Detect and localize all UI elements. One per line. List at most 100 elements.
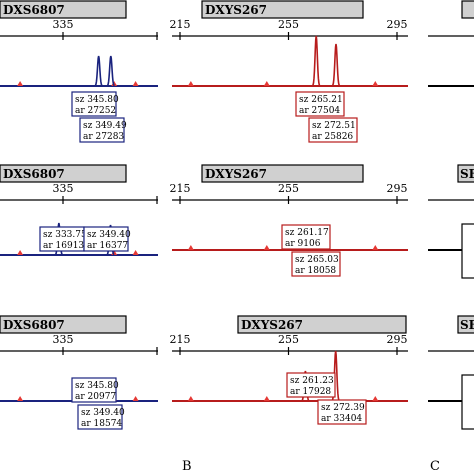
peak-label-box [83, 226, 129, 252]
peak-label-box [308, 117, 358, 143]
peak-label-box [39, 226, 85, 252]
bin-marker [372, 81, 379, 86]
marker-name: DXYS267 [205, 3, 267, 17]
marker-title-box [0, 315, 127, 334]
peak-size-label: sz 345.80 [75, 381, 119, 391]
bin-marker [372, 245, 379, 250]
peak-label-box [79, 117, 125, 143]
peak-area-label: ar 33404 [321, 414, 362, 424]
marker-name: DXYS267 [205, 167, 267, 181]
bin-marker [187, 396, 194, 401]
marker-name: DXYS267 [241, 318, 303, 332]
peak-size-label: sz 261.17 [285, 228, 329, 238]
size-axis-tick-label: 335 [53, 18, 74, 31]
size-axis-tick-label: 215 [170, 18, 191, 31]
peak-label-box [286, 372, 336, 398]
bin-marker [17, 81, 24, 86]
allele-peak [311, 35, 321, 87]
size-axis-tick-label: 255 [278, 182, 299, 195]
marker-name: DXS6807 [3, 318, 65, 332]
peak-size-label: sz 349.40 [81, 408, 125, 418]
peak-size-label: sz 349.49 [83, 121, 127, 131]
peak-area-label: ar 27252 [75, 106, 116, 116]
peak-size-label: sz 272.51 [312, 121, 356, 131]
marker-title-box [201, 0, 364, 19]
marker-title-box [237, 315, 407, 334]
allele-peak [94, 55, 103, 87]
peak-label-box [295, 91, 345, 117]
bin-marker [17, 396, 24, 401]
marker-title-box [461, 0, 474, 19]
peak-area-label: ar 18058 [295, 266, 336, 276]
peak-size-label: sz 272.39 [321, 403, 365, 413]
allele-peak [106, 55, 115, 87]
peak-label-box [317, 399, 367, 425]
peak-area-label: ar 16913 [43, 241, 84, 251]
marker-title-box [457, 315, 474, 334]
size-axis-tick-label: 295 [387, 182, 408, 195]
size-axis-tick-label: 335 [53, 333, 74, 346]
bin-marker [263, 81, 270, 86]
bin-marker [372, 396, 379, 401]
peak-area-label: ar 27283 [83, 132, 124, 142]
peak-label-box-fragment [461, 223, 474, 279]
size-axis-tick-label: 335 [53, 182, 74, 195]
peak-label-box-fragment [461, 374, 474, 430]
peak-size-label: sz 345.80 [75, 95, 119, 105]
marker-name-fragment: SE [460, 167, 474, 181]
marker-title-box [201, 164, 364, 183]
peak-area-label: ar 20977 [75, 392, 116, 402]
column3-row-1 [428, 0, 474, 87]
column3-row-2: SE [428, 164, 474, 279]
peak-size-label: sz 265.21 [299, 95, 343, 105]
size-axis-tick-label: 255 [278, 333, 299, 346]
peak-label-box [71, 91, 117, 117]
peak-area-label: ar 27504 [299, 106, 340, 116]
bin-marker [132, 396, 139, 401]
peak-size-label: sz 261.23 [290, 376, 334, 386]
size-axis-tick-label: 295 [387, 333, 408, 346]
size-axis-tick-label: 255 [278, 18, 299, 31]
allele-peak [331, 43, 341, 87]
peak-size-label: sz 265.03 [295, 255, 339, 265]
bin-marker [132, 81, 139, 86]
peak-area-label: ar 9106 [285, 239, 321, 249]
marker-title-box [457, 164, 474, 183]
peak-label-box [77, 404, 123, 430]
peak-area-label: ar 17928 [290, 387, 331, 397]
peak-label-box [291, 251, 341, 277]
marker-name: DXS6807 [3, 3, 65, 17]
marker-title-box [0, 164, 127, 183]
peak-area-label: ar 25826 [312, 132, 353, 142]
peak-area-label: ar 18574 [81, 419, 122, 429]
marker-name-fragment: SE [460, 318, 474, 332]
bin-marker [132, 250, 139, 255]
bin-marker [187, 81, 194, 86]
size-axis-tick-label: 295 [387, 18, 408, 31]
bin-marker [187, 245, 194, 250]
size-axis-tick-label: 215 [170, 333, 191, 346]
panel-letter-c: C [430, 459, 440, 474]
bin-marker [263, 245, 270, 250]
peak-label-box [281, 224, 331, 250]
marker-name: DXS6807 [3, 167, 65, 181]
peak-size-label: sz 333.75 [43, 230, 87, 240]
peak-area-label: ar 16377 [87, 241, 128, 251]
column3-row-3: SE [428, 315, 474, 430]
size-axis-tick-label: 215 [170, 182, 191, 195]
panel-letter-b: B [182, 459, 192, 474]
marker-title-box [0, 0, 127, 19]
allele-peak [331, 350, 340, 401]
peak-size-label: sz 349.40 [87, 230, 131, 240]
peak-label-box [71, 377, 117, 403]
bin-marker [17, 250, 24, 255]
bin-marker [263, 396, 270, 401]
